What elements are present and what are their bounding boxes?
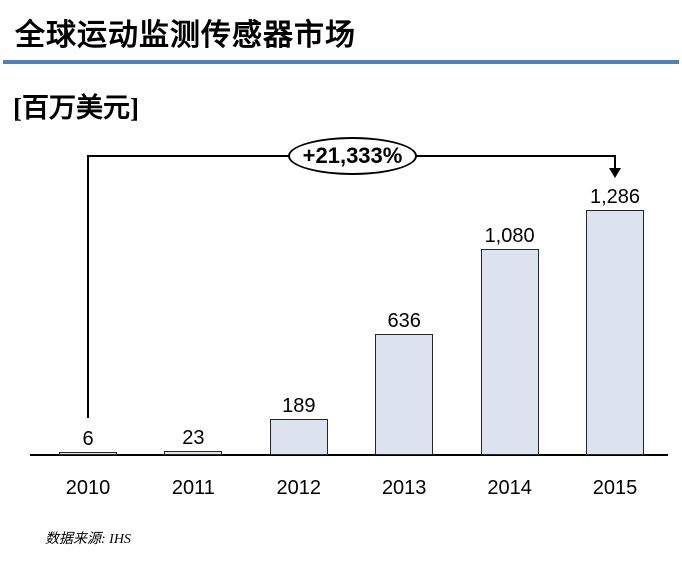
bar-value-label: 1,286: [589, 186, 641, 209]
x-axis-label: 2012: [276, 477, 322, 499]
x-axis-label: 2015: [592, 477, 638, 499]
growth-annotation-ellipse: +21,333%: [288, 137, 417, 175]
bar-group-2013: 636 2013: [375, 310, 434, 499]
bar-value-label: 636: [387, 309, 421, 332]
bar-group-2015: 1,286 2015: [586, 186, 644, 499]
source-note: 数据来源: IHS: [45, 532, 131, 547]
bar: [586, 210, 644, 455]
title-divider: [3, 60, 679, 64]
annotation-arrowhead-icon: [609, 168, 621, 178]
x-axis-line: [30, 454, 668, 456]
bar-group-2010: 6 2010: [59, 428, 117, 499]
bar-value-label: 1,080: [484, 225, 535, 248]
bar-group-2014: 1,080 2014: [480, 225, 539, 499]
bar: [59, 452, 117, 455]
bar-value-label: 6: [82, 428, 94, 450]
bar: [164, 450, 223, 455]
bar: [480, 249, 539, 455]
bar-value-label: 189: [282, 395, 316, 417]
page-title: 全球运动监测传感器市场: [15, 19, 356, 52]
bar: [375, 333, 434, 455]
x-axis-label: 2013: [381, 477, 427, 499]
x-axis-label: 2011: [171, 477, 215, 499]
annotation-bracket-left-line: [87, 155, 89, 418]
bar-group-2011: 23 2011: [164, 427, 223, 499]
bar-group-2012: 189 2012: [269, 395, 328, 499]
growth-annotation-label: +21,333%: [302, 143, 403, 168]
x-axis-label: 2010: [65, 477, 111, 499]
bar-value-label: 23: [182, 426, 205, 449]
annotation-bracket-right-line: [614, 155, 616, 169]
x-axis-label: 2014: [487, 477, 532, 499]
bar: [269, 419, 328, 455]
unit-label: [百万美元]: [13, 93, 139, 123]
